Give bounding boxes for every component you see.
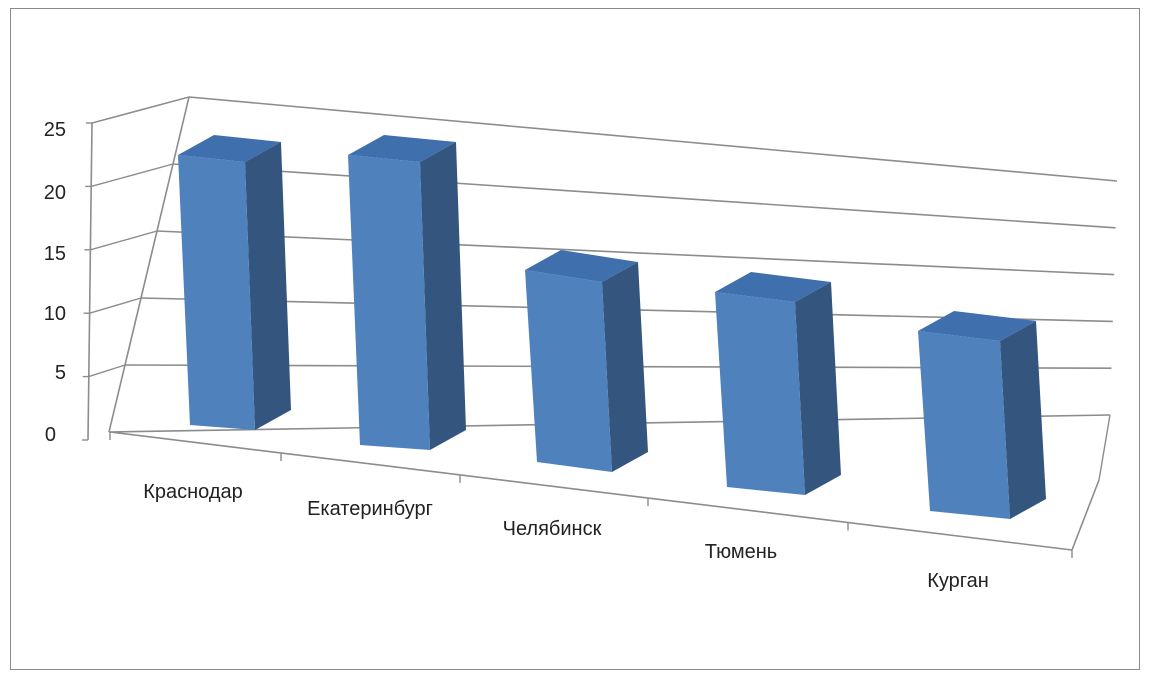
y-tick-5: 5: [55, 362, 66, 384]
bar-3: [715, 272, 841, 495]
y-axis-line: [87, 122, 93, 441]
bars: [178, 135, 1046, 519]
bar-0: [178, 135, 291, 430]
bar-side-0: [245, 142, 291, 430]
bar-2: [525, 250, 648, 472]
bar-1: [348, 135, 466, 450]
x-axis-line: [109, 431, 1073, 551]
bar-top-2: [525, 250, 638, 282]
side-gridline-1: [88, 364, 126, 378]
y-tick-20: 20: [44, 182, 66, 204]
bar-front-4: [918, 331, 1010, 519]
back-gridline-3: [156, 230, 1115, 276]
floor-right-edge: [1071, 479, 1100, 551]
x-tick-tyumen: Тюмень: [705, 541, 777, 563]
bar-side-3: [795, 282, 841, 495]
bar-4: [918, 311, 1046, 519]
side-wall-top-edge: [91, 96, 190, 124]
bar-side-2: [602, 262, 648, 472]
x-tick-krasnodar: Краснодар: [143, 481, 243, 503]
side-gridline-4: [91, 163, 174, 188]
bar-front-1: [348, 155, 430, 450]
bar-top-1: [348, 135, 456, 162]
y-tick-15: 15: [44, 243, 66, 265]
back-gridline-5: [188, 96, 1118, 182]
x-tick-labels: Краснодар Екатеринбург Челябинск Тюмень …: [143, 481, 989, 592]
bar-top-4: [918, 311, 1036, 341]
side-gridline-3: [90, 230, 158, 251]
bar-top-3: [715, 272, 831, 302]
side-gridline-2: [89, 297, 142, 314]
bar-front-0: [178, 155, 255, 430]
x-tick-ekaterinburg: Екатеринбург: [307, 498, 433, 520]
bar-side-4: [1000, 321, 1046, 519]
y-tick-0: 0: [45, 424, 56, 446]
y-tick-labels: 0 5 10 15 20 25: [44, 119, 66, 446]
y-tick-10: 10: [44, 303, 66, 325]
x-tick-chelyabinsk: Челябинск: [503, 518, 602, 540]
back-wall-left-edge: [108, 96, 190, 433]
bar-front-2: [525, 270, 612, 472]
y-tick-25: 25: [44, 119, 66, 141]
back-gridline-4: [172, 163, 1116, 229]
axes: [82, 96, 1111, 558]
bar-top-0: [178, 135, 281, 162]
bar-side-1: [420, 142, 466, 450]
bar-front-3: [715, 292, 805, 495]
x-tick-kurgan: Курган: [927, 570, 989, 592]
floor-back-right: [1098, 414, 1111, 481]
